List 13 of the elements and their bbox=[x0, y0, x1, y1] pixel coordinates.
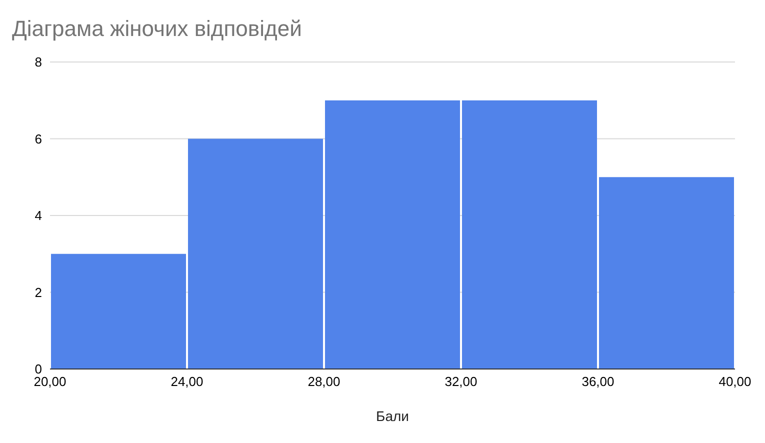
x-tick-label: 32,00 bbox=[444, 374, 478, 390]
y-tick-label: 4 bbox=[34, 208, 42, 224]
y-tick-label: 0 bbox=[34, 362, 42, 377]
x-tick-label: 36,00 bbox=[582, 374, 614, 390]
y-tick-label: 8 bbox=[34, 54, 42, 70]
x-tick-label: 40,00 bbox=[718, 374, 752, 390]
x-tick-label: 24,00 bbox=[170, 374, 204, 390]
chart-title: Діаграма жіночих відповідей bbox=[12, 16, 302, 42]
y-tick-label: 2 bbox=[34, 284, 42, 300]
x-tick-label: 28,00 bbox=[308, 374, 340, 390]
x-tick-label: 20,00 bbox=[34, 374, 66, 390]
x-axis-title: Бали bbox=[376, 408, 409, 424]
y-tick-label: 6 bbox=[34, 131, 42, 146]
